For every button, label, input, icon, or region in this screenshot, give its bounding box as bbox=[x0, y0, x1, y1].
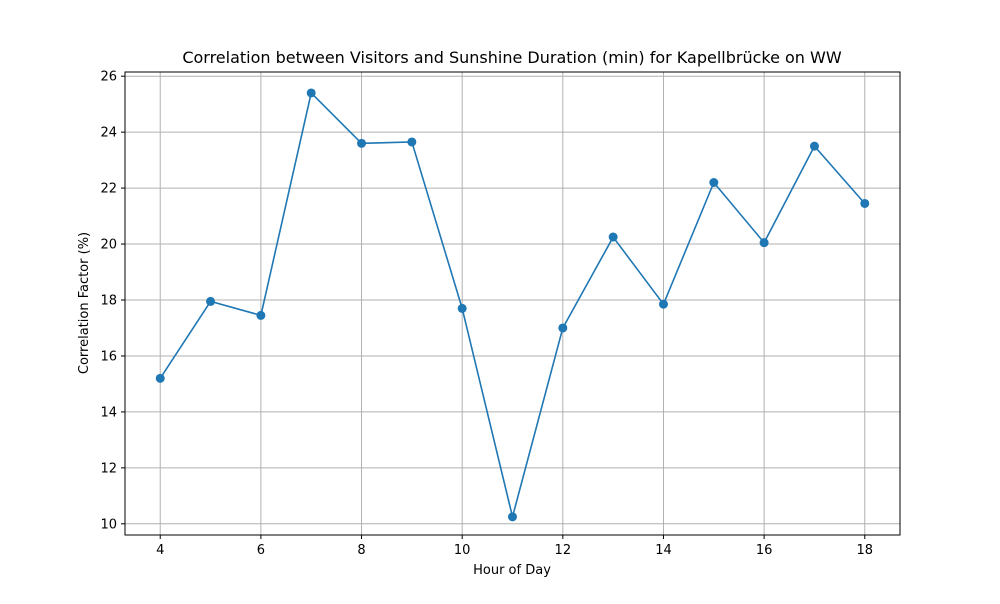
x-tick-label: 6 bbox=[257, 543, 265, 558]
series-layer bbox=[155, 88, 870, 522]
x-tick-label: 10 bbox=[454, 543, 471, 558]
data-point bbox=[809, 141, 819, 151]
data-point bbox=[759, 238, 769, 248]
x-tick-label: 18 bbox=[856, 543, 873, 558]
data-point bbox=[508, 512, 517, 522]
series-line bbox=[159, 92, 866, 518]
axis-ticks: 4 6 8 10 12 14 16 18 10 12 14 16 18 20 22 24 26 bbox=[100, 70, 873, 558]
x-axis-label: Hour of Day bbox=[473, 563, 551, 578]
data-point bbox=[306, 88, 316, 98]
y-tick-label: 10 bbox=[100, 517, 117, 532]
y-tick-label: 20 bbox=[100, 238, 117, 253]
grid bbox=[125, 72, 900, 535]
y-tick-label: 24 bbox=[100, 126, 117, 141]
data-point bbox=[709, 178, 719, 188]
y-tick-label: 26 bbox=[100, 70, 117, 85]
data-point bbox=[256, 310, 266, 320]
y-tick-label: 16 bbox=[100, 349, 117, 364]
y-tick-label: 18 bbox=[100, 294, 117, 309]
data-point bbox=[658, 299, 668, 309]
y-tick-label: 12 bbox=[100, 461, 117, 476]
x-tick-label: 12 bbox=[555, 543, 572, 558]
chart-title: Correlation between Visitors and Sunshin… bbox=[182, 48, 842, 67]
x-tick-label: 8 bbox=[357, 543, 365, 558]
data-point bbox=[457, 303, 467, 313]
y-tick-label: 14 bbox=[100, 405, 117, 420]
data-point bbox=[860, 198, 870, 208]
y-axis-label: Correlation Factor (%) bbox=[77, 232, 92, 374]
plot-area-frame bbox=[124, 71, 901, 536]
data-point bbox=[558, 323, 568, 333]
x-tick-label: 16 bbox=[756, 543, 773, 558]
data-point bbox=[357, 138, 367, 148]
data-point bbox=[155, 373, 165, 383]
x-tick-label: 4 bbox=[156, 543, 164, 558]
data-point bbox=[206, 296, 216, 306]
y-tick-label: 22 bbox=[100, 182, 117, 197]
data-point bbox=[608, 232, 618, 242]
x-tick-label: 14 bbox=[655, 543, 672, 558]
data-point bbox=[407, 137, 417, 147]
